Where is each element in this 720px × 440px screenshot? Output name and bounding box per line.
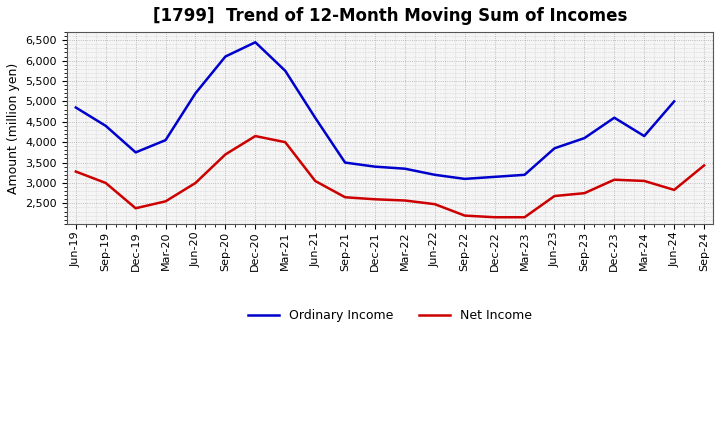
Ordinary Income <box>521 172 529 177</box>
Ordinary Income <box>580 136 589 141</box>
Net Income <box>192 180 200 186</box>
Net Income <box>580 191 589 196</box>
Net Income <box>700 163 708 168</box>
Net Income <box>371 197 379 202</box>
Net Income <box>400 198 409 203</box>
Title: [1799]  Trend of 12-Month Moving Sum of Incomes: [1799] Trend of 12-Month Moving Sum of I… <box>153 7 627 25</box>
Net Income <box>460 213 469 218</box>
Net Income <box>521 215 529 220</box>
Ordinary Income <box>490 174 499 180</box>
Ordinary Income <box>161 138 170 143</box>
Net Income <box>221 152 230 157</box>
Net Income <box>490 215 499 220</box>
Ordinary Income <box>221 54 230 59</box>
Ordinary Income <box>640 133 649 139</box>
Net Income <box>131 205 140 211</box>
Ordinary Income <box>251 40 260 45</box>
Net Income <box>670 187 678 193</box>
Net Income <box>311 178 320 183</box>
Line: Ordinary Income: Ordinary Income <box>76 42 674 179</box>
Net Income <box>102 180 110 186</box>
Ordinary Income <box>281 68 289 73</box>
Ordinary Income <box>550 146 559 151</box>
Ordinary Income <box>192 91 200 96</box>
Ordinary Income <box>131 150 140 155</box>
Net Income <box>251 133 260 139</box>
Net Income <box>610 177 618 182</box>
Ordinary Income <box>670 99 678 104</box>
Ordinary Income <box>341 160 349 165</box>
Net Income <box>640 178 649 183</box>
Net Income <box>341 194 349 200</box>
Ordinary Income <box>71 105 80 110</box>
Ordinary Income <box>610 115 618 121</box>
Ordinary Income <box>311 115 320 121</box>
Line: Net Income: Net Income <box>76 136 704 217</box>
Y-axis label: Amount (million yen): Amount (million yen) <box>7 62 20 194</box>
Ordinary Income <box>431 172 439 177</box>
Ordinary Income <box>400 166 409 171</box>
Net Income <box>161 199 170 204</box>
Ordinary Income <box>102 123 110 128</box>
Ordinary Income <box>460 176 469 182</box>
Net Income <box>550 194 559 199</box>
Legend: Ordinary Income, Net Income: Ordinary Income, Net Income <box>243 304 537 327</box>
Net Income <box>281 139 289 145</box>
Ordinary Income <box>371 164 379 169</box>
Net Income <box>431 202 439 207</box>
Net Income <box>71 169 80 174</box>
